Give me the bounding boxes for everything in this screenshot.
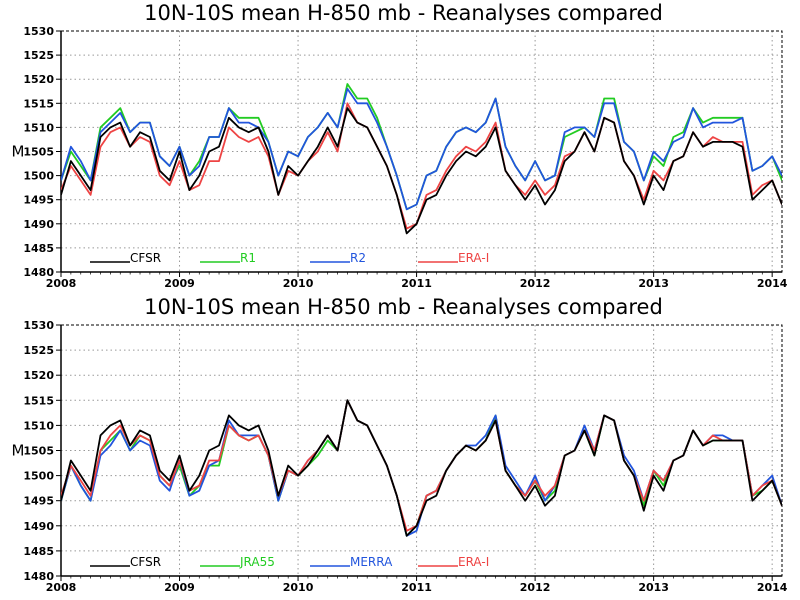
y-tick-label: 1525 — [23, 49, 54, 62]
y-tick-label: 1515 — [23, 394, 54, 407]
legend-label: MERRA — [350, 555, 393, 569]
x-tick-label: 2008 — [46, 581, 77, 594]
series-line-era-i — [61, 102, 782, 230]
y-axis-label: M — [12, 143, 25, 161]
series-line-cfsr — [61, 399, 782, 537]
chart-panel-2: 10N-10S mean H-850 mb - Reanalyses compa… — [12, 295, 788, 594]
chart-title: 10N-10S mean H-850 mb - Reanalyses compa… — [144, 1, 663, 25]
legend-label: R2 — [350, 251, 366, 265]
y-tick-label: 1495 — [23, 495, 54, 508]
x-tick-label: 2011 — [401, 277, 432, 290]
y-tick-label: 1520 — [23, 369, 54, 382]
y-tick-label: 1485 — [23, 242, 54, 255]
x-tick-label: 2008 — [46, 277, 77, 290]
y-tick-label: 1520 — [23, 73, 54, 86]
y-tick-label: 1505 — [23, 445, 54, 458]
y-tick-label: 1525 — [23, 344, 54, 357]
x-tick-label: 2014 — [757, 581, 788, 594]
y-tick-label: 1500 — [23, 170, 54, 183]
series-line-era-i — [61, 399, 782, 532]
x-tick-label: 2009 — [164, 581, 195, 594]
y-axis-label: M — [12, 442, 25, 460]
legend-label: CFSR — [130, 251, 161, 265]
x-tick-label: 2009 — [164, 277, 195, 290]
legend-label: ERA-I — [458, 251, 489, 265]
y-tick-label: 1505 — [23, 146, 54, 159]
y-tick-label: 1480 — [23, 570, 54, 583]
y-tick-label: 1490 — [23, 520, 54, 533]
legend-label: JRA55 — [239, 555, 275, 569]
y-tick-label: 1500 — [23, 470, 54, 483]
y-tick-label: 1480 — [23, 266, 54, 279]
x-tick-label: 2014 — [757, 277, 788, 290]
y-tick-label: 1515 — [23, 97, 54, 110]
y-tick-label: 1530 — [23, 25, 54, 38]
legend-label: R1 — [240, 251, 256, 265]
legend-label: CFSR — [130, 555, 161, 569]
series-line-r2 — [61, 87, 782, 211]
x-tick-label: 2013 — [638, 581, 669, 594]
y-tick-label: 1490 — [23, 218, 54, 231]
x-tick-label: 2012 — [520, 277, 551, 290]
y-tick-label: 1530 — [23, 319, 54, 332]
series-line-cfsr — [61, 107, 782, 235]
legend-label: ERA-I — [458, 555, 489, 569]
y-tick-label: 1495 — [23, 194, 54, 207]
y-tick-label: 1485 — [23, 545, 54, 558]
chart-panel-1: 10N-10S mean H-850 mb - Reanalyses compa… — [12, 1, 788, 290]
x-tick-label: 2010 — [283, 581, 314, 594]
chart-title: 10N-10S mean H-850 mb - Reanalyses compa… — [144, 295, 663, 319]
x-tick-label: 2010 — [283, 277, 314, 290]
x-tick-label: 2013 — [638, 277, 669, 290]
x-tick-label: 2011 — [401, 581, 432, 594]
y-tick-label: 1510 — [23, 121, 54, 134]
x-tick-label: 2012 — [520, 581, 551, 594]
y-tick-label: 1510 — [23, 419, 54, 432]
